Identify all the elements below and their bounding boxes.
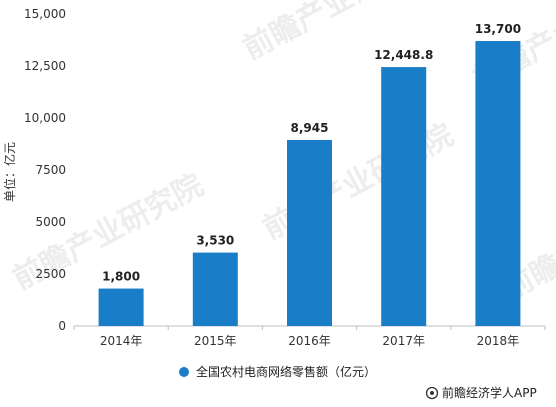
footer-text: 前瞻经济学人APP (442, 385, 537, 400)
watermark-layer: 前瞻产业研究院前瞻产业研究院前瞻产业研究院前瞻产业研究院前瞻产业研究院 (7, 0, 556, 307)
bar-value-label: 3,530 (196, 234, 234, 248)
x-tick-label: 2016年 (288, 334, 331, 348)
bar (381, 67, 427, 327)
bar (98, 288, 144, 326)
y-tick-label: 5000 (35, 215, 66, 229)
legend-label: 全国农村电商网络零售额（亿元） (196, 364, 376, 379)
y-axis: 0 2500 5000 7500 10,000 12,500 15,000 (24, 7, 66, 333)
x-tick-label: 2018年 (477, 334, 520, 348)
y-tick-label: 10,000 (24, 111, 66, 125)
x-tick-label: 2017年 (382, 334, 425, 348)
y-axis-title: 单位：亿元 (2, 142, 17, 202)
y-tick-label: 2500 (35, 267, 66, 281)
x-tick-label: 2014年 (100, 334, 143, 348)
bar (287, 139, 332, 326)
y-tick-label: 12,500 (24, 59, 66, 73)
legend: 全国农村电商网络零售额（亿元） (179, 364, 376, 379)
legend-marker (179, 367, 189, 377)
footer: 前瞻经济学人APP (425, 385, 537, 400)
bar-value-label: 12,448.8 (374, 48, 433, 62)
x-axis: 2014年 2015年 2016年 2017年 2018年 (73, 326, 546, 348)
bar-value-label: 1,800 (102, 270, 140, 284)
at-icon (425, 386, 439, 400)
y-tick-label: 7500 (35, 163, 66, 177)
bars: 1,800 3,530 8,945 12,448.8 13,700 (98, 22, 521, 327)
y-tick-label: 15,000 (24, 7, 66, 21)
bar (475, 41, 521, 326)
bar-value-label: 13,700 (475, 22, 521, 36)
bar-value-label: 8,945 (291, 121, 329, 135)
x-tick-label: 2015年 (194, 334, 237, 348)
y-tick-label: 0 (58, 319, 66, 333)
bar (192, 252, 238, 326)
